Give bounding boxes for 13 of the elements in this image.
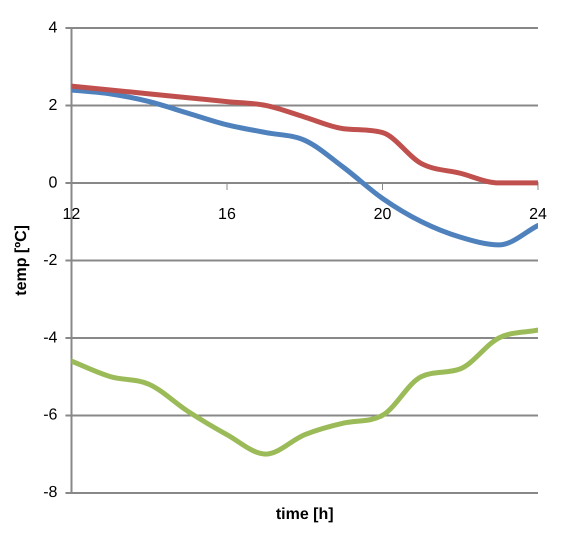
y-tick-label: -6 <box>43 406 58 424</box>
y-tick-label: -8 <box>43 484 58 502</box>
x-tick-label: 12 <box>62 206 80 223</box>
y-axis-title: temp [ºC] <box>13 225 30 296</box>
y-tick-label: 2 <box>48 96 58 114</box>
y-tick-label: 4 <box>48 19 58 36</box>
x-tick-label: 16 <box>218 206 236 223</box>
x-tick-label: 24 <box>529 206 547 223</box>
y-tick-label: 0 <box>48 174 58 192</box>
y-tick-label: -2 <box>43 252 58 269</box>
x-axis-title: time [h] <box>276 506 334 523</box>
x-tick-label: 20 <box>374 206 392 223</box>
y-tick-label: -4 <box>43 329 58 346</box>
